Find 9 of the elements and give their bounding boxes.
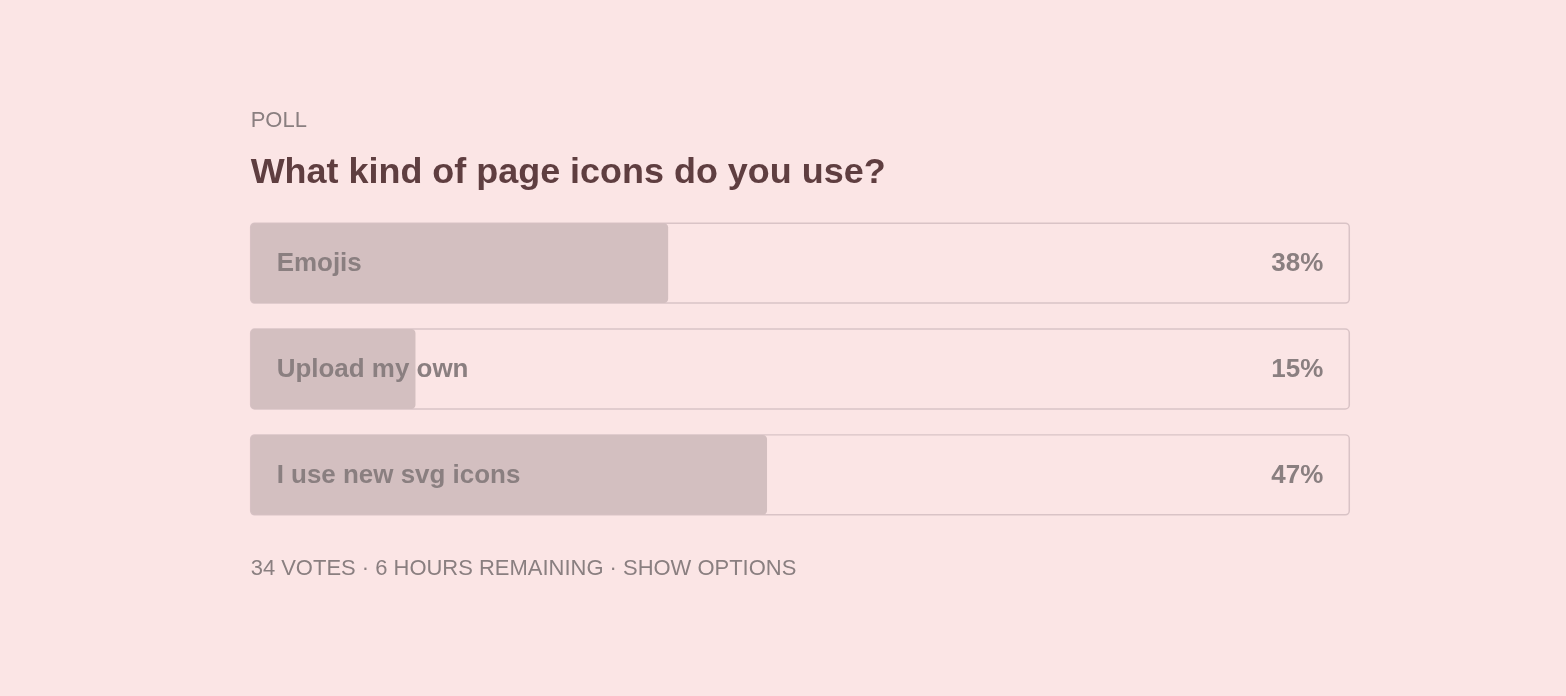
chart-subtitle: POLL (250, 107, 307, 133)
y-tick-label: Emojis (276, 247, 362, 278)
data-label: 15% (1271, 352, 1324, 383)
y-tick-label: Upload my own (276, 352, 469, 383)
text: 34 VOTES · 6 HOURS REMAINING · SHOW OPTIONS (250, 554, 797, 580)
chart-title: What kind of page icons do you use? (250, 150, 886, 192)
y-tick-label: I use new svg icons (276, 458, 521, 489)
data-label: 47% (1271, 458, 1324, 489)
data-label: 38% (1271, 247, 1324, 278)
